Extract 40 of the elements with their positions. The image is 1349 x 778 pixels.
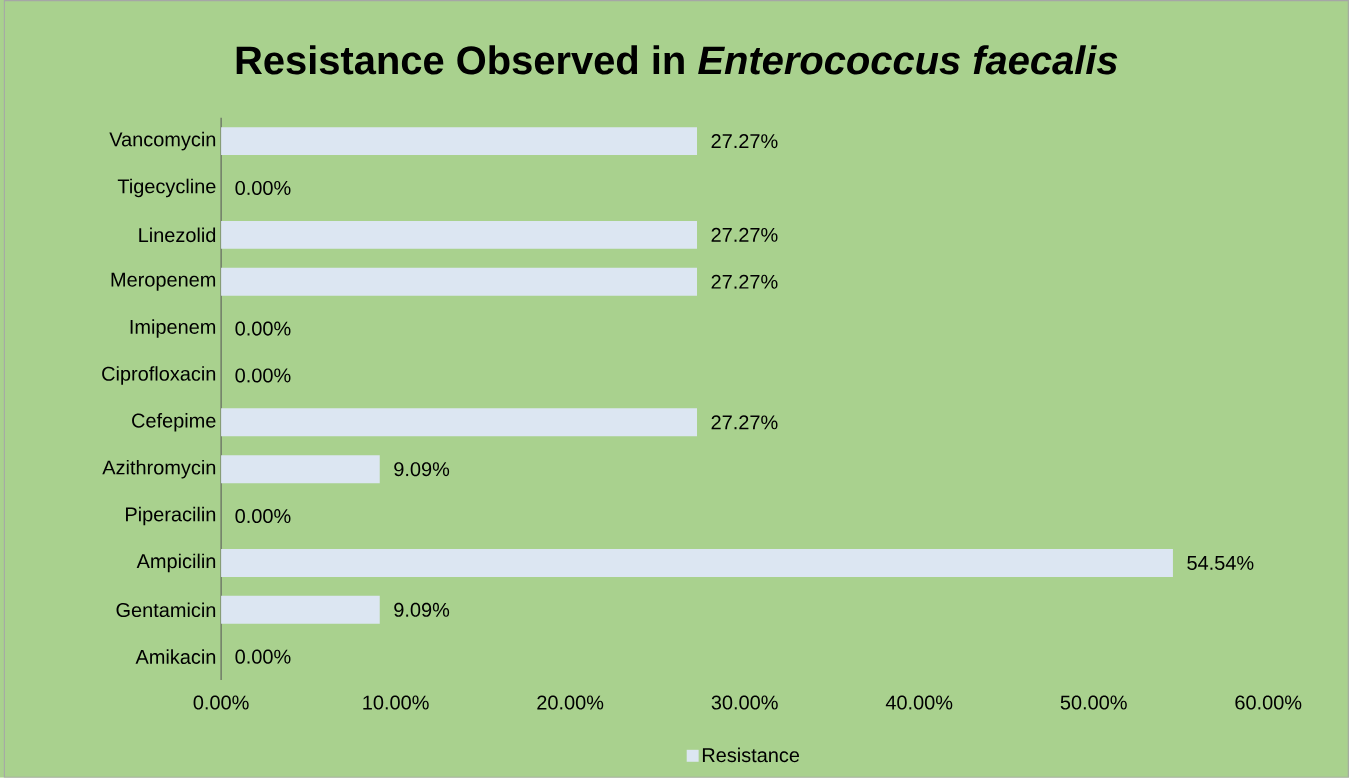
data-label: 54.54% (1187, 556, 1254, 571)
bar (221, 549, 1173, 577)
y-tick-label: Tigecycline (117, 178, 216, 198)
y-tick-label: Ciprofloxacin (102, 366, 216, 385)
y-tick-label: Linezolid (139, 227, 216, 243)
y-tick-label: Piperacilin (126, 506, 216, 526)
x-tick-label: 30.00% (711, 695, 778, 710)
data-label: 27.27% (711, 134, 778, 149)
data-label: 0.00% (235, 180, 291, 196)
data-label: 27.27% (711, 227, 778, 242)
x-tick-label: 20.00% (537, 695, 604, 710)
data-label: 0.00% (235, 649, 291, 664)
x-tick-label: 40.00% (885, 695, 953, 710)
bar (221, 220, 698, 249)
bar (221, 267, 698, 296)
y-tick-label: Ampicilin (136, 553, 216, 573)
bar (221, 408, 698, 437)
x-tick-label: 50.00% (1060, 695, 1127, 710)
x-tick-label: 60.00% (1235, 695, 1302, 710)
data-label: 0.00% (235, 509, 291, 524)
bar (221, 127, 698, 156)
data-label: 9.09% (394, 602, 450, 617)
y-tick-label: Vancomycin (109, 131, 216, 151)
y-tick-label: Gentamicin (116, 602, 216, 618)
data-label: 9.09% (394, 462, 450, 477)
bar (221, 595, 380, 624)
y-tick-label: Cefepime (132, 413, 216, 432)
y-tick-label: Imipenem (130, 319, 216, 338)
bar (221, 455, 380, 484)
x-tick-label: 0.00% (193, 695, 249, 710)
legend-label: Resistance (702, 747, 800, 763)
x-tick-label: 10.00% (363, 695, 429, 710)
data-label: 27.27% (711, 274, 778, 289)
data-label: 27.27% (711, 415, 778, 430)
chart-title: Resistance Observed in Enterococcus faecalis (236, 45, 1118, 75)
y-tick-label: Azithromycin (102, 459, 216, 479)
y-tick-label: Meropenem (111, 272, 216, 291)
data-label: 0.00% (235, 321, 291, 336)
data-label: 0.00% (235, 368, 291, 383)
y-tick-label: Amikacin (135, 649, 216, 665)
